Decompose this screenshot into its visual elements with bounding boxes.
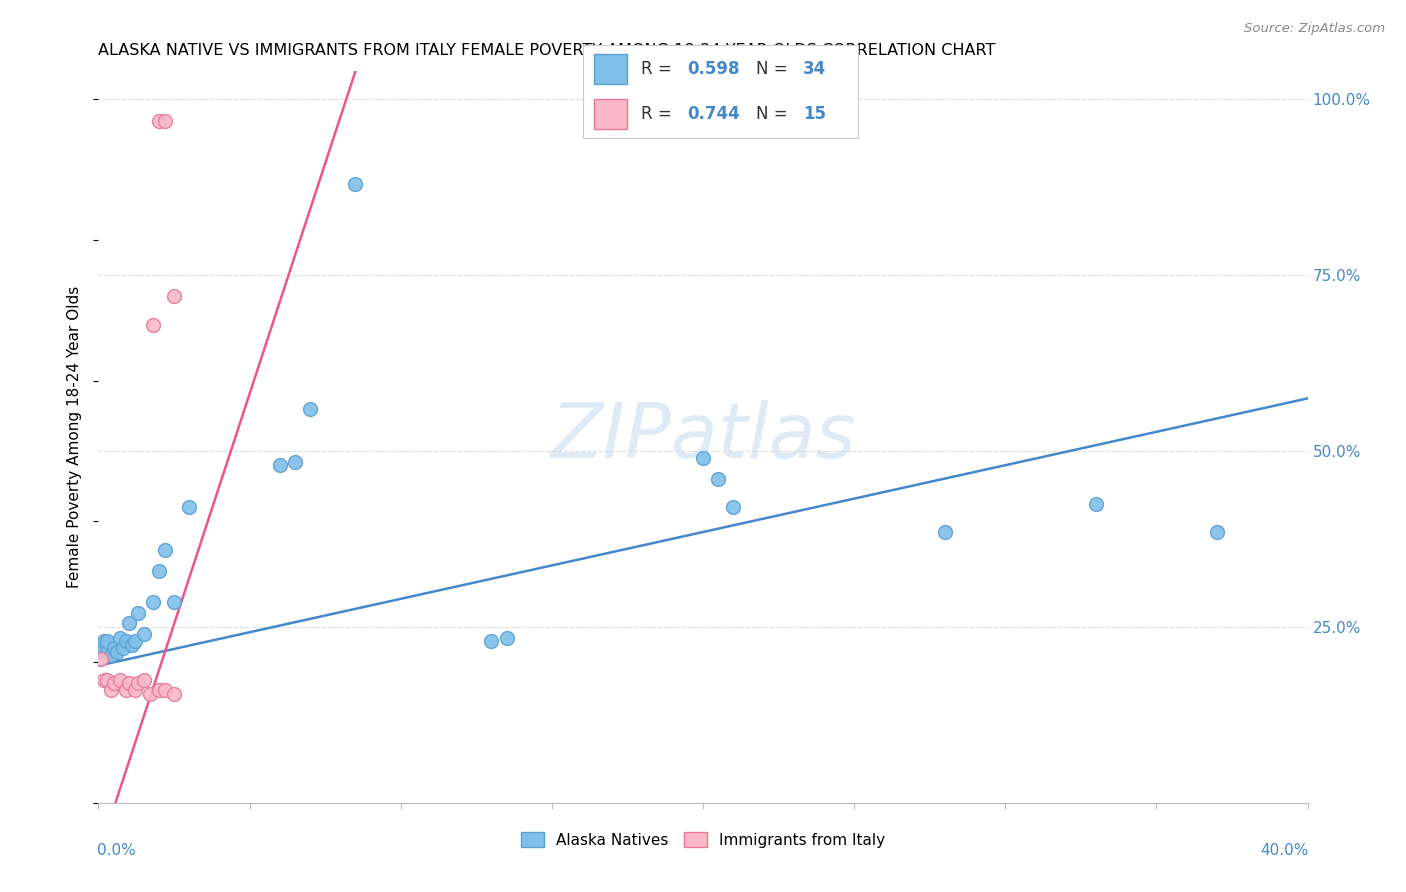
Legend: Alaska Natives, Immigrants from Italy: Alaska Natives, Immigrants from Italy	[515, 825, 891, 854]
Point	[96, 644, 118, 658]
Point	[103, 676, 125, 690]
Point	[139, 687, 162, 701]
Text: Source: ZipAtlas.com: Source: ZipAtlas.com	[1244, 22, 1385, 36]
FancyBboxPatch shape	[595, 54, 627, 84]
Point	[153, 542, 176, 557]
Text: 0.0%: 0.0%	[97, 843, 136, 858]
Text: 0.744: 0.744	[688, 105, 741, 123]
Point	[344, 177, 367, 191]
Point	[90, 638, 112, 652]
Point	[495, 631, 517, 645]
Text: ALASKA NATIVE VS IMMIGRANTS FROM ITALY FEMALE POVERTY AMONG 18-24 YEAR OLDS CORR: ALASKA NATIVE VS IMMIGRANTS FROM ITALY F…	[98, 43, 995, 58]
Point	[96, 673, 118, 687]
Text: 15: 15	[803, 105, 825, 123]
Point	[93, 641, 115, 656]
Point	[124, 683, 146, 698]
Point	[127, 606, 149, 620]
Point	[93, 673, 115, 687]
Text: 34: 34	[803, 60, 827, 78]
Point	[111, 641, 134, 656]
Point	[163, 289, 186, 303]
Point	[118, 676, 141, 690]
Point	[1206, 524, 1229, 539]
Point	[132, 673, 155, 687]
Point	[153, 113, 176, 128]
Point	[269, 458, 291, 473]
Point	[299, 401, 322, 416]
Point	[118, 616, 141, 631]
Point	[707, 472, 730, 486]
Point	[1085, 497, 1108, 511]
Point	[934, 524, 956, 539]
Point	[96, 634, 118, 648]
Point	[142, 595, 165, 609]
Point	[114, 683, 136, 698]
Point	[153, 683, 176, 698]
Point	[132, 627, 155, 641]
Point	[114, 634, 136, 648]
Point	[108, 673, 131, 687]
Point	[93, 634, 115, 648]
Point	[284, 455, 307, 469]
Point	[124, 634, 146, 648]
Point	[142, 318, 165, 332]
Point	[148, 113, 170, 128]
Point	[148, 564, 170, 578]
Text: 0.598: 0.598	[688, 60, 740, 78]
Point	[105, 644, 128, 658]
Point	[103, 641, 125, 656]
Y-axis label: Female Poverty Among 18-24 Year Olds: Female Poverty Among 18-24 Year Olds	[67, 286, 83, 588]
Point	[90, 644, 112, 658]
Text: R =: R =	[641, 60, 678, 78]
Text: R =: R =	[641, 105, 678, 123]
Point	[90, 651, 112, 665]
Text: N =: N =	[756, 60, 793, 78]
Point	[100, 648, 122, 662]
Text: N =: N =	[756, 105, 793, 123]
FancyBboxPatch shape	[595, 99, 627, 129]
Point	[163, 595, 186, 609]
Point	[723, 500, 745, 515]
Point	[127, 676, 149, 690]
Point	[163, 687, 186, 701]
Point	[692, 451, 714, 466]
Text: ZIPatlas: ZIPatlas	[550, 401, 856, 474]
Point	[108, 631, 131, 645]
Point	[100, 683, 122, 698]
Point	[121, 638, 143, 652]
Point	[148, 683, 170, 698]
Text: 40.0%: 40.0%	[1260, 843, 1309, 858]
Point	[179, 500, 201, 515]
Point	[481, 634, 503, 648]
